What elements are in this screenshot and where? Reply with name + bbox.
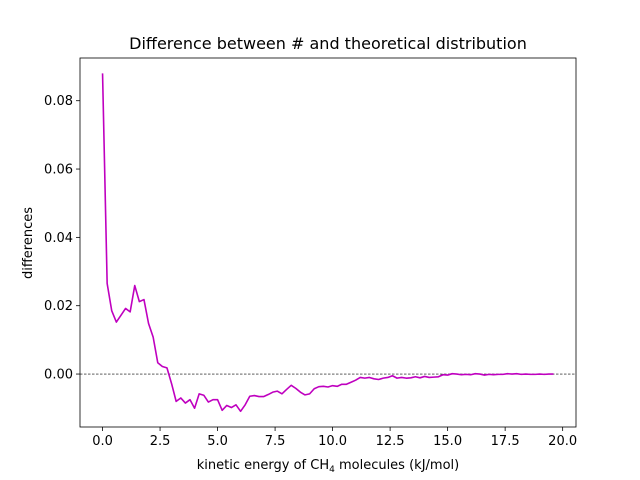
y-tick-label: 0.02 xyxy=(44,299,73,314)
y-tick-label: 0.04 xyxy=(44,231,73,246)
x-tick-label: 2.5 xyxy=(150,434,171,449)
x-axis-title-subscript: 4 xyxy=(329,465,335,475)
x-axis-title-suffix: molecules (kJ/mol) xyxy=(335,458,459,473)
x-axis: 0.0 2.5 5.0 7.5 10.0 12.5 15.0 17.5 20.0 xyxy=(92,427,577,449)
x-axis-title-prefix: kinetic energy of CH xyxy=(197,458,329,473)
x-tick-label: 12.5 xyxy=(376,434,405,449)
y-axis: 0.00 0.02 0.04 0.06 0.08 xyxy=(44,94,80,383)
plot-area xyxy=(80,73,576,413)
y-tick-label: 0.00 xyxy=(44,368,73,383)
y-axis-title: differences xyxy=(21,207,36,279)
x-tick-label: 10.0 xyxy=(318,434,347,449)
x-tick-label: 17.5 xyxy=(491,434,520,449)
x-tick-label: 5.0 xyxy=(207,434,228,449)
x-tick-label: 15.0 xyxy=(433,434,462,449)
x-tick-label: 20.0 xyxy=(548,434,577,449)
x-tick-label: 7.5 xyxy=(265,434,286,449)
series-line-0 xyxy=(101,73,554,413)
y-tick-label: 0.08 xyxy=(44,94,73,109)
x-axis-title: kinetic energy of CH4 molecules (kJ/mol) xyxy=(197,458,459,475)
y-tick-label: 0.06 xyxy=(44,163,73,178)
x-tick-label: 0.0 xyxy=(92,434,113,449)
chart-title: Difference between # and theoretical dis… xyxy=(129,34,527,53)
plot-frame xyxy=(79,57,577,428)
